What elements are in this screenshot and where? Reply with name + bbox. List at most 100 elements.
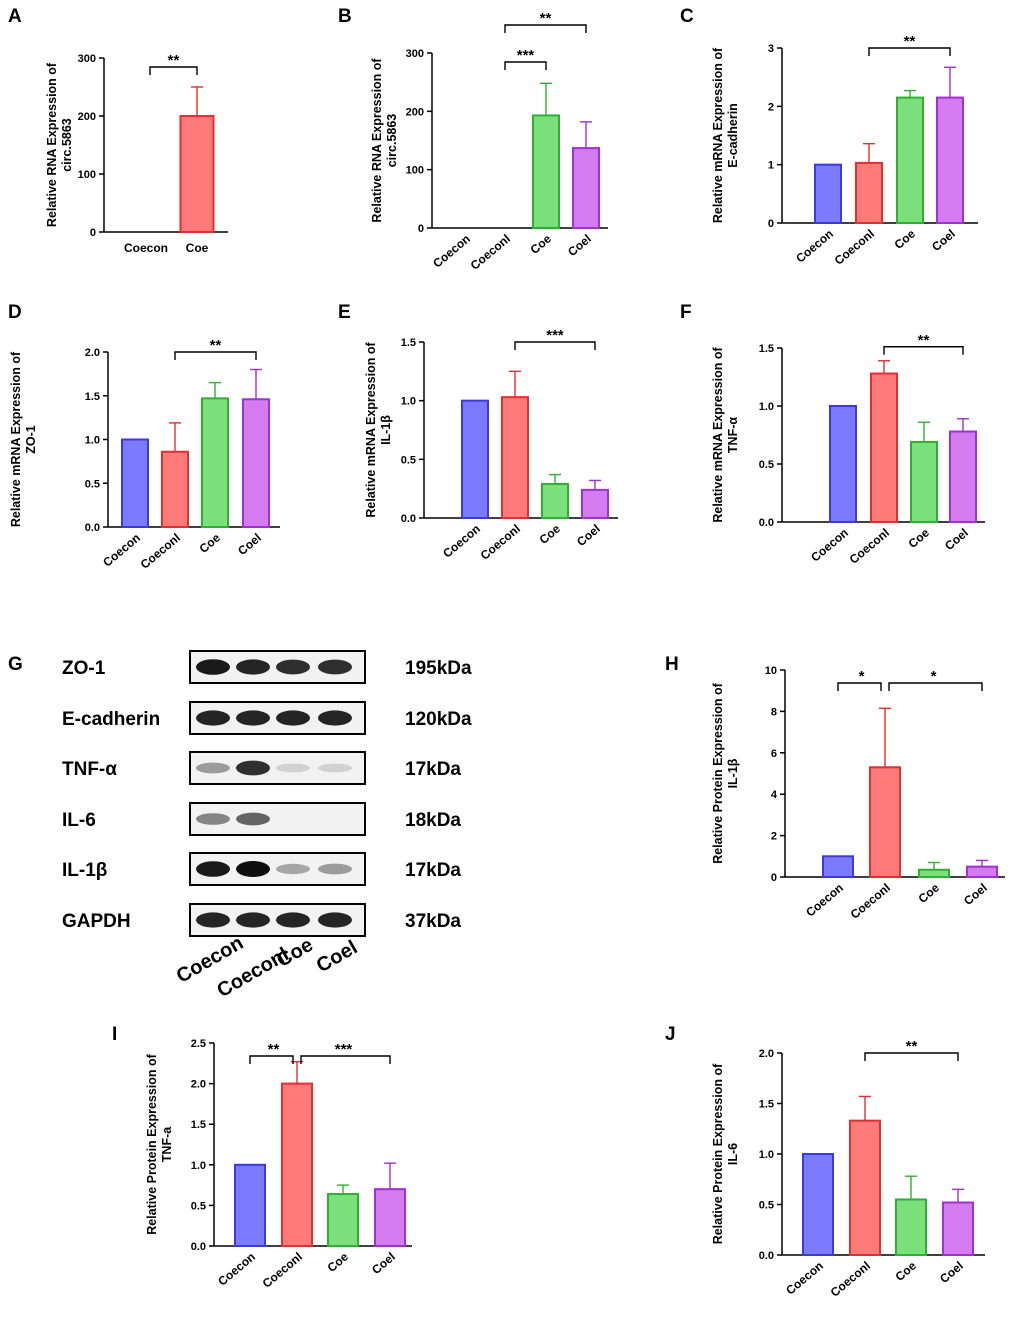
y-tick-label: 1.5 (191, 1119, 206, 1131)
bar-coel (572, 147, 600, 229)
significance-label: ** (168, 52, 180, 69)
significance-bracket (868, 47, 951, 56)
y-tick-label: 100 (78, 169, 96, 181)
significance-label: ** (210, 337, 222, 354)
blot-band (318, 659, 352, 675)
bar-coe (895, 1198, 927, 1256)
category-label: Coecon (440, 522, 483, 561)
y-tick-label: 1.5 (401, 337, 416, 349)
category-label: Coecon (793, 227, 836, 266)
bar-coel (949, 430, 977, 523)
y-tick-label: 2.0 (759, 1048, 774, 1060)
category-label: Coeconl (847, 526, 892, 567)
bar-coel (242, 398, 270, 528)
y-tick-label: 1.0 (85, 435, 100, 447)
category-label: Coeconl (832, 227, 877, 268)
blot-size-label: 195kDa (405, 658, 472, 679)
blot-band (236, 760, 270, 776)
y-tick-label: 100 (406, 165, 424, 177)
chart-panel-I: I 0.0 0.5 1.0 1.5 2.0 2.5 Relative Protein Expr… (112, 1024, 412, 1291)
panel-letter: H (665, 654, 679, 675)
blot-protein-label: E-cadherin (62, 709, 160, 730)
panel-letter: C (680, 6, 694, 27)
category-label: Coe (325, 1249, 352, 1275)
y-tick-label: 300 (406, 48, 424, 60)
blot-band (196, 861, 230, 877)
y-axis-label-line: TNF-α (726, 417, 740, 453)
panel-letter: A (8, 6, 22, 27)
y-tick-label: 2.5 (191, 1038, 206, 1050)
significance-bracket (504, 24, 587, 33)
bar-coeconl (849, 1119, 881, 1257)
y-tick-label: 0 (418, 223, 424, 235)
blot-lane-label: Coel (313, 936, 362, 977)
category-label: Coel (937, 1259, 966, 1286)
y-axis-label-line: Relative mRNA Expression of (9, 351, 23, 527)
y-axis-label-line: Relative Protein Expression of (145, 1053, 159, 1234)
significance-bracket (883, 346, 964, 355)
y-tick-label: 4 (771, 789, 778, 801)
bar-coecon (829, 405, 857, 523)
y-tick-label: 2.0 (191, 1079, 206, 1091)
category-label: Coel (961, 881, 990, 908)
category-label: Coecon (100, 531, 143, 570)
category-label: Coe (197, 530, 224, 556)
y-axis-label-line: IL-1β (726, 758, 740, 788)
y-axis-label-line: Relative Protein Expression of (711, 682, 725, 863)
blot-band (318, 912, 352, 928)
category-label: Coeconl (260, 1250, 305, 1291)
category-label: Coe (537, 521, 564, 547)
category-label: Coeconl (848, 881, 893, 922)
y-axis-label: Relative mRNA Expression ofE-cadherin (711, 47, 740, 223)
category-label: Coecon (783, 1259, 826, 1298)
chart-panel-D: D 0.0 0.5 1.0 1.5 2.0 Relative mRNA Expression… (8, 302, 280, 572)
significance-bracket (837, 682, 882, 691)
significance-label: ** (918, 332, 930, 349)
y-tick-label: 1.0 (759, 401, 774, 413)
bar-coeconl (501, 396, 529, 519)
western-blot-panel-G: G ZO-1 195kDa E-cadherin 120kDa TNF-α 17kDa IL-… (8, 650, 472, 1002)
category-label: Coe (893, 1258, 920, 1284)
y-axis-label-line: E-cadherin (726, 103, 740, 168)
bar-coel (936, 96, 964, 224)
y-tick-label: 3 (768, 43, 774, 55)
blot-band (196, 710, 230, 726)
y-tick-label: 200 (406, 106, 424, 118)
y-tick-label: 0.0 (759, 1250, 774, 1262)
bar-coecon (234, 1163, 266, 1248)
category-label: Coe (186, 241, 209, 255)
y-tick-label: 0.5 (191, 1200, 206, 1212)
bar-coeconl (855, 161, 883, 225)
significance-label: ** (540, 10, 552, 27)
bar-coe (179, 115, 215, 233)
y-tick-label: 1.0 (759, 1149, 774, 1161)
blot-protein-label: IL-1β (62, 860, 107, 881)
significance-label: ** (904, 33, 916, 50)
chart-panel-J: J 0.0 0.5 1.0 1.5 2.0 Relative Protein Express… (665, 1024, 985, 1300)
blot-size-label: 120kDa (405, 709, 472, 730)
y-axis-label-line: Relative Protein Expression of (711, 1063, 725, 1244)
bar-coe (532, 114, 560, 229)
significance-label: *** (546, 327, 564, 344)
blot-band (196, 659, 230, 675)
y-axis-label: Relative Protein Expression ofIL-1β (711, 682, 740, 863)
blot-band (236, 710, 270, 726)
y-tick-label: 1.5 (85, 391, 100, 403)
y-axis-label-line: Relative mRNA Expression of (364, 342, 378, 518)
blot-band (236, 659, 270, 675)
category-label: Coeconl (828, 1259, 873, 1300)
significance-label: *** (335, 1041, 353, 1058)
y-tick-label: 0.5 (401, 454, 416, 466)
y-axis-label-line: Relative RNA Expression of (45, 62, 59, 227)
y-axis-label-line: Relative RNA Expression of (370, 58, 384, 223)
blot-protein-label: GAPDH (62, 911, 131, 932)
y-tick-label: 1.0 (401, 396, 416, 408)
significance-bracket (514, 341, 596, 350)
blot-band (196, 813, 230, 825)
y-axis-label: Relative mRNA Expression ofIL-1β (364, 342, 393, 518)
category-label: Coecon (124, 241, 168, 255)
bar-coel (374, 1188, 406, 1248)
y-axis-label-line: circ.5863 (60, 118, 74, 172)
chart-panel-A: A 0 100 200 300 Relative RNA Expression ofcir… (8, 6, 228, 255)
blot-protein-label: IL-6 (62, 810, 96, 831)
